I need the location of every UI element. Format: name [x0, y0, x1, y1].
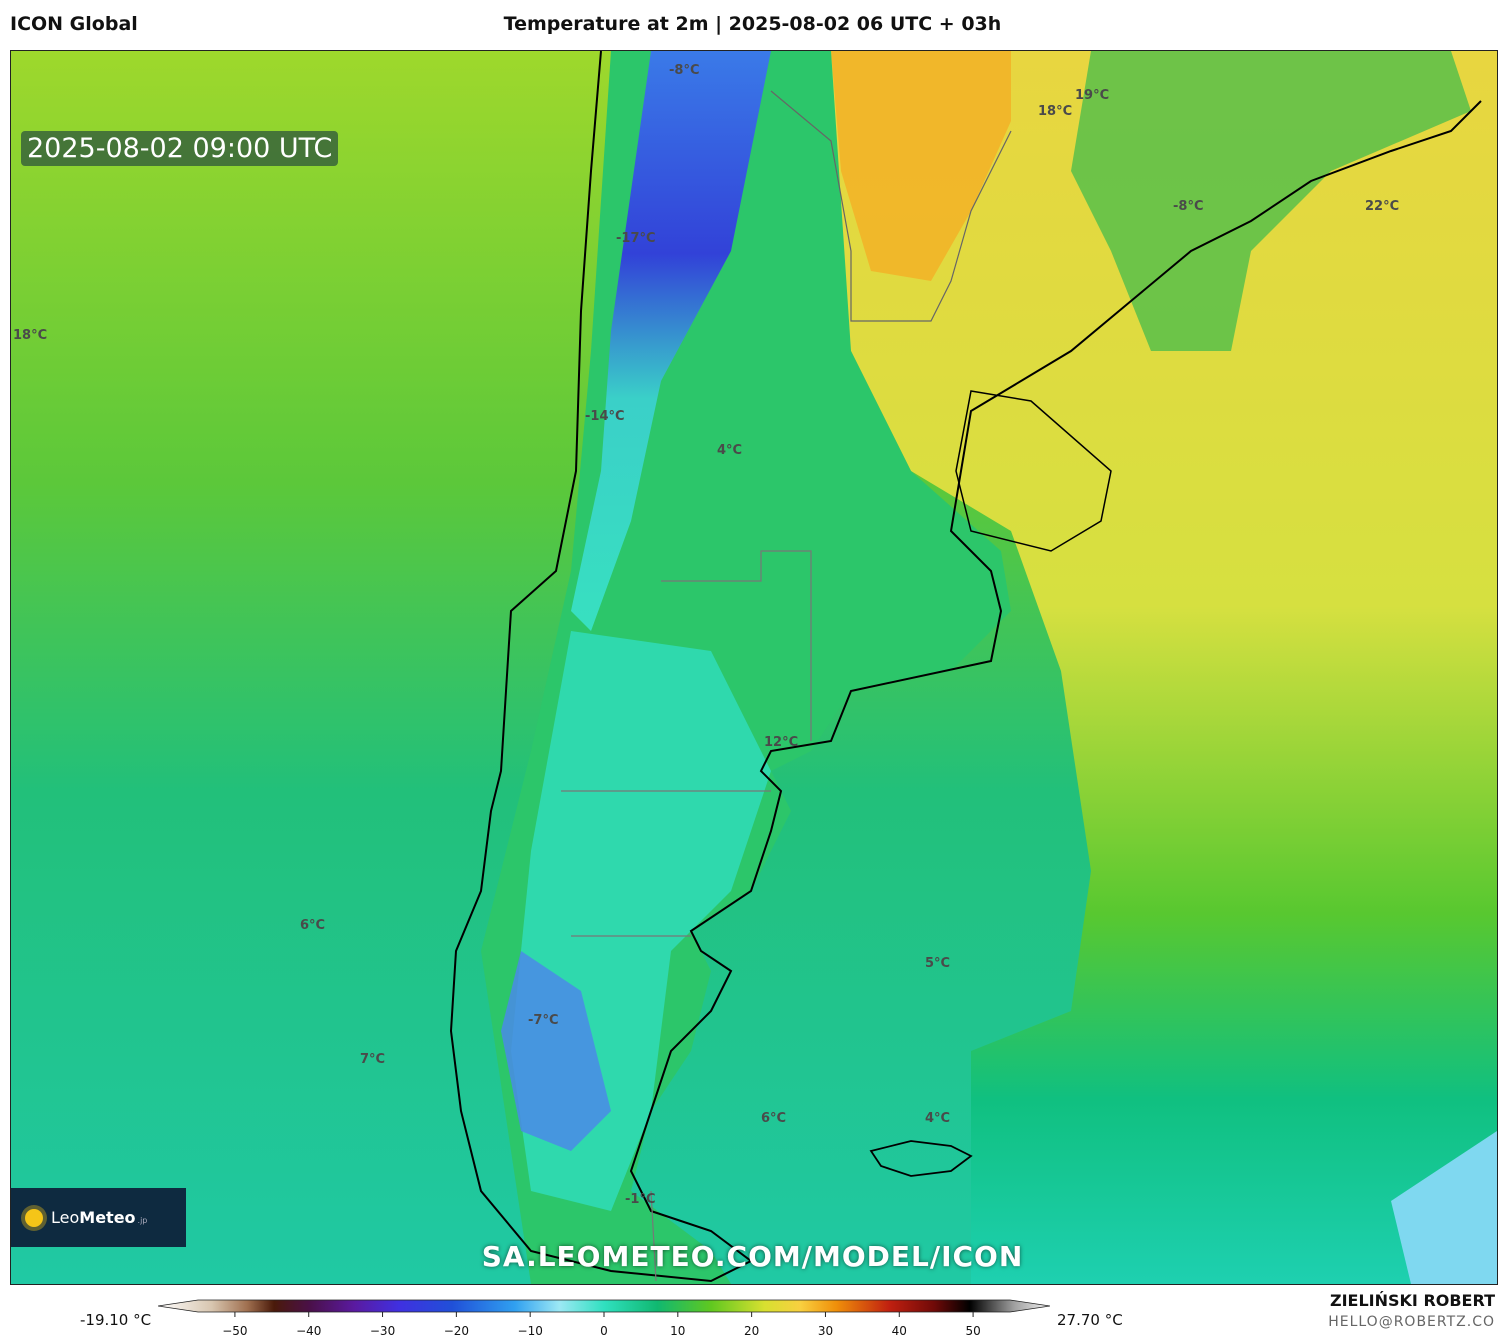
temp-label: -7°C	[528, 1013, 559, 1028]
sun-icon	[25, 1208, 43, 1227]
leometeo-logo[interactable]: LeoMeteo .jp	[11, 1188, 186, 1247]
temperature-map[interactable]: 2025-08-02 09:00 UTC -8°C 19°C 18°C -8°C…	[10, 50, 1498, 1285]
map-canvas	[11, 51, 1497, 1284]
author-name: ZIELIŃSKI ROBERT	[1329, 1291, 1495, 1310]
temp-label: -1°C	[625, 1192, 656, 1207]
colorbar-min-label: -19.10 °C	[80, 1311, 152, 1329]
colorbar-tick-label: −50	[222, 1324, 247, 1338]
colorbar-tick-label: 50	[965, 1324, 980, 1338]
colorbar-ticks: −50 −40 −30 −20 −10 0 10 20 30 40 50	[222, 1312, 981, 1338]
colorbar-tick-label: 10	[670, 1324, 685, 1338]
temp-label: -14°C	[585, 409, 625, 424]
temp-label: -17°C	[616, 231, 656, 246]
temp-label: 4°C	[717, 443, 743, 458]
url-watermark: SA.LEOMETEO.COM/MODEL/ICON	[481, 1240, 1024, 1273]
colorbar-tick-label: 40	[892, 1324, 907, 1338]
logo-text: LeoMeteo	[51, 1208, 136, 1227]
colorbar-tick-label: 0	[600, 1324, 608, 1338]
colorbar: −50 −40 −30 −20 −10 0 10 20 30 40 50	[158, 1299, 1050, 1338]
colorbar-tick-label: −20	[444, 1324, 469, 1338]
colorbar-tick-label: −30	[370, 1324, 395, 1338]
temp-label: 5°C	[925, 956, 951, 971]
colorbar-tick-label: 20	[744, 1324, 759, 1338]
temp-label: 18°C	[13, 328, 48, 343]
temp-label: 6°C	[761, 1111, 787, 1126]
temp-label: -8°C	[669, 63, 700, 78]
temp-label: 4°C	[925, 1111, 951, 1126]
temp-label: -8°C	[1173, 199, 1204, 214]
colorbar-max-label: 27.70 °C	[1057, 1311, 1123, 1329]
logo-suffix: .jp	[137, 1216, 148, 1225]
colorbar-tick-label: 30	[818, 1324, 833, 1338]
temp-label: 12°C	[764, 735, 799, 750]
map-title: Temperature at 2m | 2025-08-02 06 UTC + …	[503, 13, 1002, 35]
valid-time-badge: 2025-08-02 09:00 UTC	[21, 131, 339, 166]
temp-label: 6°C	[300, 918, 326, 933]
temp-label: 7°C	[360, 1052, 386, 1067]
temp-label: 22°C	[1365, 199, 1400, 214]
colorbar-tick-label: −10	[518, 1324, 543, 1338]
model-name: ICON Global	[10, 13, 138, 35]
temp-label: 19°C	[1075, 88, 1110, 103]
colorbar-tick-label: −40	[296, 1324, 321, 1338]
author-email[interactable]: HELLO@ROBERTZ.CO	[1328, 1314, 1495, 1330]
temp-label: 18°C	[1038, 104, 1073, 119]
